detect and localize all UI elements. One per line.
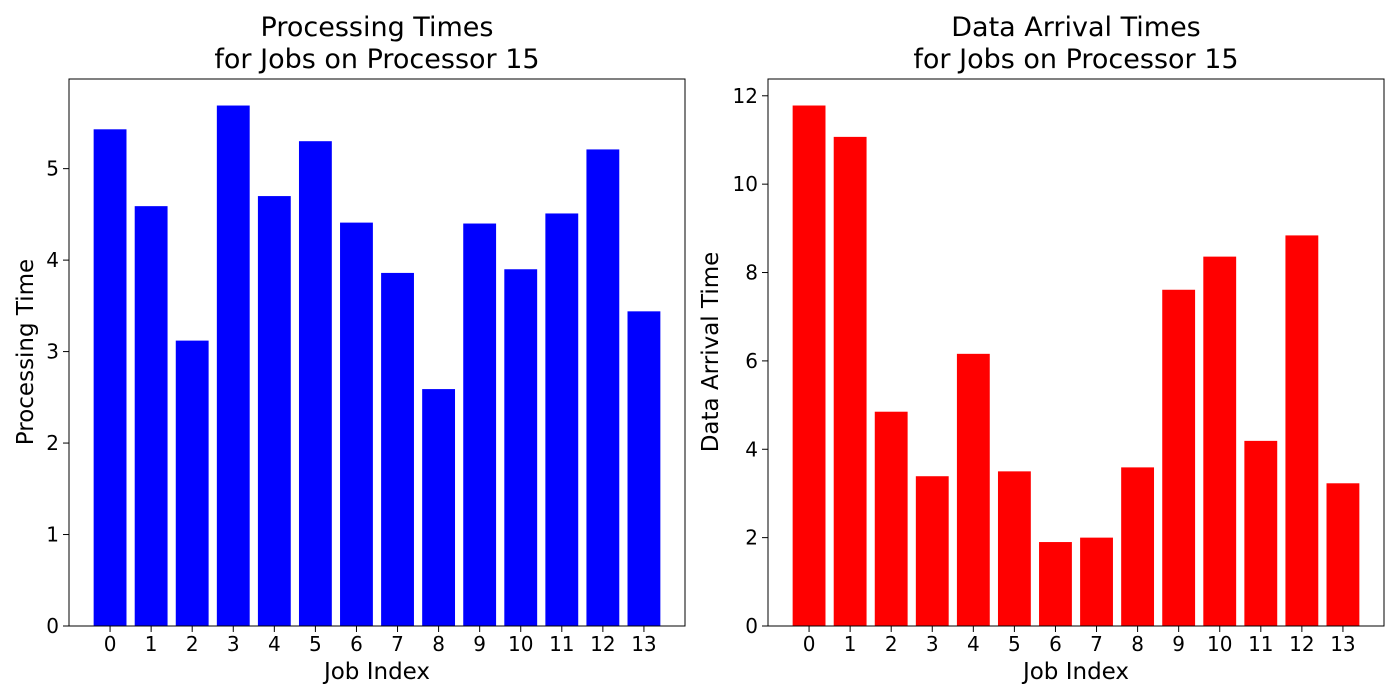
x-tick-label: 6 xyxy=(1049,632,1062,656)
x-tick-label: 3 xyxy=(926,632,939,656)
y-tick-label: 6 xyxy=(745,349,758,373)
x-tick-label: 8 xyxy=(432,632,445,656)
y-tick-label: 4 xyxy=(745,437,758,461)
bar-job-4 xyxy=(257,196,291,626)
bar-job-0 xyxy=(93,129,127,626)
x-tick-label: 2 xyxy=(885,632,898,656)
bar-job-7 xyxy=(1080,537,1113,626)
y-tick-label: 1 xyxy=(46,523,59,547)
y-tick-label: 12 xyxy=(733,84,758,108)
x-tick-label: 3 xyxy=(227,632,240,656)
y-tick-label: 2 xyxy=(46,431,59,455)
x-tick-label: 6 xyxy=(350,632,363,656)
x-tick-label: 5 xyxy=(1008,632,1021,656)
processing-times-chart: Processing Times for Jobs on Processor 1… xyxy=(13,12,686,685)
bar-job-5 xyxy=(298,141,332,626)
x-tick-label: 7 xyxy=(1090,632,1103,656)
bar-job-2 xyxy=(175,340,209,626)
y-tick-label: 0 xyxy=(46,614,59,638)
bar-group xyxy=(792,105,1360,626)
y-tick-label: 2 xyxy=(745,526,758,550)
chart-title-line1: Data Arrival Times xyxy=(951,12,1201,43)
y-tick-label: 5 xyxy=(46,157,59,181)
x-tick-label: 7 xyxy=(391,632,404,656)
x-tick-label: 2 xyxy=(186,632,199,656)
y-tick-label: 3 xyxy=(46,340,59,364)
y-axis-ticks: 0 1 2 3 4 5 xyxy=(46,157,69,638)
bar-job-9 xyxy=(463,223,497,626)
bar-job-13 xyxy=(1326,483,1360,626)
bar-job-6 xyxy=(340,222,373,627)
x-axis-ticks: 0 1 2 3 4 5 6 7 8 9 10 11 12 13 xyxy=(803,626,1356,656)
bar-job-11 xyxy=(545,213,579,626)
bar-job-0 xyxy=(792,105,826,626)
y-axis-ticks: 0 2 4 6 8 10 12 xyxy=(733,84,768,638)
y-tick-label: 0 xyxy=(745,614,758,638)
x-tick-label: 10 xyxy=(508,632,533,656)
bar-job-7 xyxy=(381,272,414,626)
bar-job-13 xyxy=(627,311,661,626)
bar-job-11 xyxy=(1244,440,1278,626)
x-tick-label: 4 xyxy=(967,632,980,656)
y-tick-label: 4 xyxy=(46,248,59,272)
x-tick-label: 9 xyxy=(1172,632,1185,656)
x-tick-label: 9 xyxy=(473,632,486,656)
x-tick-label: 13 xyxy=(1330,632,1355,656)
bar-job-10 xyxy=(1203,256,1237,626)
chart-title-line2: for Jobs on Processor 15 xyxy=(913,44,1238,75)
x-tick-label: 4 xyxy=(268,632,281,656)
bar-job-6 xyxy=(1039,542,1072,626)
bar-job-5 xyxy=(997,471,1031,626)
bar-job-12 xyxy=(1285,235,1319,626)
plot-frame xyxy=(767,78,1385,627)
y-axis-label: Processing Time xyxy=(13,259,39,445)
x-tick-label: 8 xyxy=(1131,632,1144,656)
x-tick-label: 1 xyxy=(145,632,158,656)
data-arrival-times-chart: Data Arrival Times for Jobs on Processor… xyxy=(698,12,1385,685)
bar-job-1 xyxy=(134,206,168,626)
bar-job-1 xyxy=(833,136,867,626)
x-tick-label: 12 xyxy=(590,632,615,656)
y-tick-label: 8 xyxy=(745,261,758,285)
x-axis-ticks: 0 1 2 3 4 5 6 7 8 9 10 11 12 13 xyxy=(104,626,657,656)
bar-job-12 xyxy=(586,149,620,626)
y-axis-label: Data Arrival Time xyxy=(698,252,724,453)
chart-title-line2: for Jobs on Processor 15 xyxy=(214,44,539,75)
bar-job-2 xyxy=(874,411,908,626)
bar-group xyxy=(93,105,661,627)
bar-job-10 xyxy=(504,269,538,626)
bar-job-3 xyxy=(216,105,250,626)
bar-job-9 xyxy=(1162,289,1196,626)
x-tick-label: 1 xyxy=(844,632,857,656)
x-tick-label: 12 xyxy=(1289,632,1314,656)
bar-job-4 xyxy=(956,353,990,626)
bar-job-8 xyxy=(1121,467,1155,626)
x-axis-label: Job Index xyxy=(1021,659,1129,685)
bar-job-3 xyxy=(915,476,949,626)
x-tick-label: 0 xyxy=(803,632,816,656)
bar-job-8 xyxy=(422,389,456,626)
x-tick-label: 0 xyxy=(104,632,117,656)
chart-title-line1: Processing Times xyxy=(261,12,494,43)
x-tick-label: 11 xyxy=(549,632,574,656)
x-tick-label: 13 xyxy=(631,632,656,656)
plot-frame xyxy=(68,78,686,627)
x-tick-label: 10 xyxy=(1207,632,1232,656)
x-axis-label: Job Index xyxy=(322,659,430,685)
x-tick-label: 11 xyxy=(1248,632,1273,656)
y-tick-label: 10 xyxy=(733,172,758,196)
x-tick-label: 5 xyxy=(309,632,322,656)
